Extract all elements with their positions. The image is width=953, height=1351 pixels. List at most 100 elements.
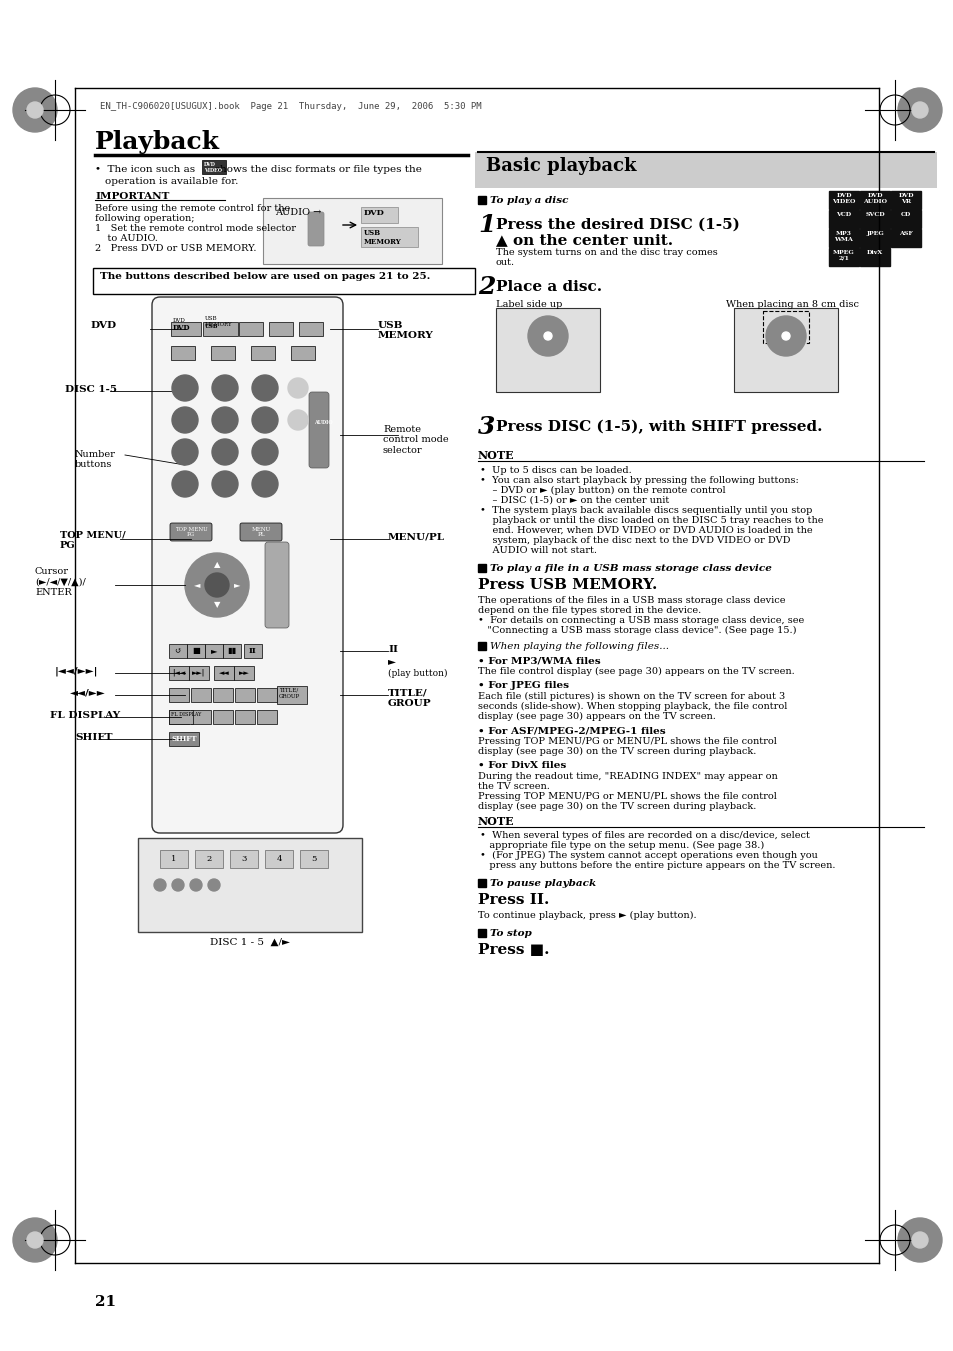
Text: • For ASF/MPEG-2/MPEG-1 files: • For ASF/MPEG-2/MPEG-1 files	[477, 725, 665, 735]
Text: |◄◄: |◄◄	[172, 669, 186, 677]
Text: JPEG: JPEG	[865, 231, 882, 236]
Text: 2: 2	[206, 855, 212, 863]
FancyBboxPatch shape	[191, 711, 211, 724]
Text: DISC 3: DISC 3	[253, 382, 276, 386]
Text: USB
MEMORY: USB MEMORY	[205, 316, 233, 327]
Circle shape	[252, 407, 277, 434]
Text: NOTE: NOTE	[477, 450, 514, 461]
Text: ▲: ▲	[213, 561, 220, 569]
Text: TOP MENU
PG: TOP MENU PG	[174, 527, 207, 538]
Text: II: II	[388, 644, 397, 654]
Text: ▮▮: ▮▮	[227, 647, 236, 655]
Circle shape	[252, 376, 277, 401]
Text: DVD: DVD	[172, 317, 186, 323]
Circle shape	[543, 332, 552, 340]
FancyBboxPatch shape	[256, 711, 276, 724]
Text: ►: ►	[211, 647, 217, 655]
Circle shape	[172, 376, 198, 401]
Text: MPEG
2/1: MPEG 2/1	[832, 250, 854, 261]
Text: TITLE/
GROUP: TITLE/ GROUP	[388, 689, 431, 708]
Text: operation is available for.: operation is available for.	[105, 177, 238, 186]
Text: TOP MENU/
PG: TOP MENU/ PG	[60, 531, 126, 550]
Text: ◄◄: ◄◄	[218, 669, 229, 677]
Text: •  (For JPEG) The system cannot accept operations even though you: • (For JPEG) The system cannot accept op…	[479, 851, 817, 861]
FancyBboxPatch shape	[169, 688, 189, 703]
Text: display (see page 30) on the TV screen during playback.: display (see page 30) on the TV screen d…	[477, 802, 756, 811]
Text: Basic playback: Basic playback	[485, 157, 636, 176]
Bar	[299, 850, 328, 867]
Text: To pause playback: To pause playback	[490, 880, 596, 888]
Text: playback or until the disc loaded on the DISC 5 tray reaches to the: playback or until the disc loaded on the…	[479, 516, 822, 526]
Bar	[859, 190, 889, 209]
Text: To play a disc: To play a disc	[490, 196, 568, 205]
Circle shape	[212, 407, 237, 434]
Bar	[890, 209, 920, 228]
Bar	[477, 880, 485, 888]
Text: seconds (slide-show). When stopping playback, the file control: seconds (slide-show). When stopping play…	[477, 703, 786, 711]
Text: AUDIO →: AUDIO →	[274, 208, 321, 218]
Circle shape	[172, 880, 184, 892]
Text: Press USB MEMORY.: Press USB MEMORY.	[477, 578, 657, 592]
Text: 8: 8	[221, 447, 229, 457]
Text: following operation;: following operation;	[95, 213, 194, 223]
Text: DISC 5: DISC 5	[213, 413, 236, 419]
Circle shape	[153, 880, 166, 892]
FancyBboxPatch shape	[240, 523, 282, 540]
Text: MP3
WMA: MP3 WMA	[834, 231, 853, 242]
FancyBboxPatch shape	[308, 212, 324, 246]
Circle shape	[911, 1232, 927, 1248]
Bar	[828, 230, 858, 247]
Text: 1: 1	[181, 382, 189, 393]
Text: ENTER: ENTER	[206, 582, 228, 588]
Text: DVD
AUDIO: DVD AUDIO	[862, 193, 886, 204]
Text: •  When several types of files are recorded on a disc/device, select: • When several types of files are record…	[479, 831, 809, 840]
Circle shape	[781, 332, 789, 340]
Text: to AUDIO.: to AUDIO.	[95, 234, 157, 243]
Bar	[828, 209, 858, 228]
Text: display (see page 30) appears on the TV screen.: display (see page 30) appears on the TV …	[477, 712, 715, 721]
Text: ■: ■	[192, 647, 200, 655]
Text: IMPORTANT: IMPORTANT	[95, 192, 170, 201]
FancyBboxPatch shape	[171, 322, 201, 336]
Text: DISC 1-5: DISC 1-5	[65, 385, 117, 394]
Text: the TV screen.: the TV screen.	[477, 782, 549, 790]
FancyBboxPatch shape	[189, 666, 209, 680]
Text: EN_TH-C906020[USUGUX].book  Page 21  Thursday,  June 29,  2006  5:30 PM: EN_TH-C906020[USUGUX].book Page 21 Thurs…	[100, 101, 481, 111]
Text: USB: USB	[205, 324, 218, 330]
Bar	[230, 850, 257, 867]
Text: 3: 3	[477, 415, 495, 439]
Text: appropriate file type on the setup menu. (See page 38.): appropriate file type on the setup menu.…	[479, 842, 763, 850]
FancyBboxPatch shape	[138, 838, 361, 932]
Text: ◄: ◄	[193, 581, 200, 589]
Text: Pressing TOP MENU/PG or MENU/PL shows the file control: Pressing TOP MENU/PG or MENU/PL shows th…	[477, 792, 776, 801]
Text: DVD: DVD	[364, 209, 384, 218]
Bar	[477, 563, 485, 571]
Text: SHIFT: SHIFT	[75, 734, 112, 742]
Circle shape	[252, 471, 277, 497]
Bar	[859, 249, 889, 266]
FancyBboxPatch shape	[187, 644, 205, 658]
Text: ▲ on the center unit.: ▲ on the center unit.	[496, 232, 673, 247]
Text: 6: 6	[261, 416, 269, 424]
Circle shape	[185, 553, 249, 617]
Bar	[859, 209, 889, 228]
Text: DVD
VR: DVD VR	[898, 193, 913, 204]
Text: Pressing TOP MENU/PG or MENU/PL shows the file control: Pressing TOP MENU/PG or MENU/PL shows th…	[477, 738, 776, 746]
Text: 1: 1	[477, 213, 495, 236]
Text: To continue playback, press ► (play button).: To continue playback, press ► (play butt…	[477, 911, 696, 920]
Text: end. However, when DVD VIDEO or DVD AUDIO is loaded in the: end. However, when DVD VIDEO or DVD AUDI…	[479, 526, 812, 535]
Circle shape	[208, 880, 220, 892]
Text: ASF: ASF	[898, 231, 912, 236]
Circle shape	[212, 376, 237, 401]
Text: • For MP3/WMA files: • For MP3/WMA files	[477, 657, 600, 665]
Text: Press DISC (1-5), with SHIFT pressed.: Press DISC (1-5), with SHIFT pressed.	[496, 420, 821, 435]
FancyBboxPatch shape	[213, 666, 233, 680]
Text: The file control display (see page 30) appears on the TV screen.: The file control display (see page 30) a…	[477, 667, 794, 676]
Text: ▼: ▼	[213, 601, 220, 609]
FancyBboxPatch shape	[244, 644, 262, 658]
Text: DISC 1 - 5  ▲/►: DISC 1 - 5 ▲/►	[210, 938, 290, 947]
Text: 0: 0	[221, 480, 229, 489]
Bar	[160, 850, 188, 867]
Text: VCD: VCD	[836, 212, 851, 218]
Text: The operations of the files in a USB mass storage class device: The operations of the files in a USB mas…	[477, 596, 784, 605]
